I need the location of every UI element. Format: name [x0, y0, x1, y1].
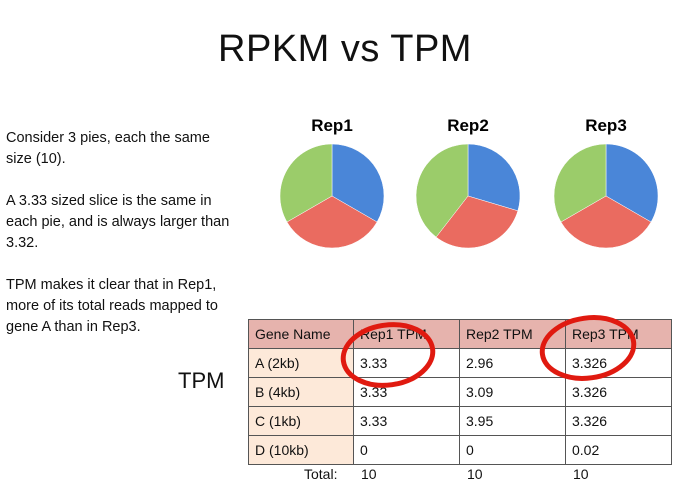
- table-cell: 3.33: [353, 406, 460, 436]
- row-header: C (1kb): [248, 406, 354, 436]
- tpm-label: TPM: [178, 368, 225, 393]
- table-cell: 3.326: [565, 348, 672, 378]
- table-cell: 3.33: [353, 348, 460, 378]
- totals-label: Total:: [304, 466, 338, 482]
- table-cell: 2.96: [459, 348, 566, 378]
- pie-slice: [553, 143, 607, 223]
- pie-slice: [435, 195, 519, 249]
- side-paragraph-1: Consider 3 pies, each the same size (10)…: [6, 130, 210, 167]
- pie-slice: [415, 143, 469, 238]
- row-header: A (2kb): [248, 348, 354, 378]
- pie-slice: [467, 143, 521, 212]
- column-header: Rep1 TPM: [353, 319, 460, 349]
- column-header: Rep3 TPM: [565, 319, 672, 349]
- pie-title: Rep2: [447, 116, 489, 135]
- table-cell: 3.326: [565, 406, 672, 436]
- table-row: B (4kb) 3.33 3.09 3.326: [248, 377, 672, 407]
- table-cell: 0: [459, 435, 566, 465]
- tpm-table: Gene Name Rep1 TPM Rep2 TPM Rep3 TPM A (…: [248, 319, 672, 465]
- pie-title: Rep3: [585, 116, 627, 135]
- side-paragraph-2: A 3.33 sized slice is the same in each p…: [6, 193, 230, 251]
- column-header: Rep2 TPM: [459, 319, 566, 349]
- slide-title: RPKM vs TPM: [218, 28, 472, 70]
- column-header: Gene Name: [248, 319, 354, 349]
- side-paragraph-3: TPM makes it clear that in Rep1, more of…: [6, 277, 218, 335]
- pie-title: Rep1: [311, 116, 353, 135]
- table-cell: 0: [353, 435, 460, 465]
- table-cell: 3.326: [565, 377, 672, 407]
- pie-slice: [279, 143, 333, 223]
- pie-slice: [331, 143, 385, 223]
- pie-slice: [560, 195, 652, 249]
- table-header-row: Gene Name Rep1 TPM Rep2 TPM Rep3 TPM: [248, 319, 672, 349]
- pie-charts: Rep1 Rep2 Rep3: [279, 116, 659, 249]
- pie-slice: [286, 195, 378, 249]
- total-value: 10: [573, 466, 589, 482]
- table-row: A (2kb) 3.33 2.96 3.326: [248, 348, 672, 378]
- table-row: D (10kb) 0 0 0.02: [248, 435, 672, 465]
- pie-slice: [605, 143, 659, 223]
- total-value: 10: [361, 466, 377, 482]
- table-cell: 0.02: [565, 435, 672, 465]
- table-row: C (1kb) 3.33 3.95 3.326: [248, 406, 672, 436]
- side-text: Consider 3 pies, each the same size (10)…: [6, 128, 236, 359]
- total-value: 10: [467, 466, 483, 482]
- table-cell: 3.95: [459, 406, 566, 436]
- table-cell: 3.33: [353, 377, 460, 407]
- row-header: D (10kb): [248, 435, 354, 465]
- row-header: B (4kb): [248, 377, 354, 407]
- table-cell: 3.09: [459, 377, 566, 407]
